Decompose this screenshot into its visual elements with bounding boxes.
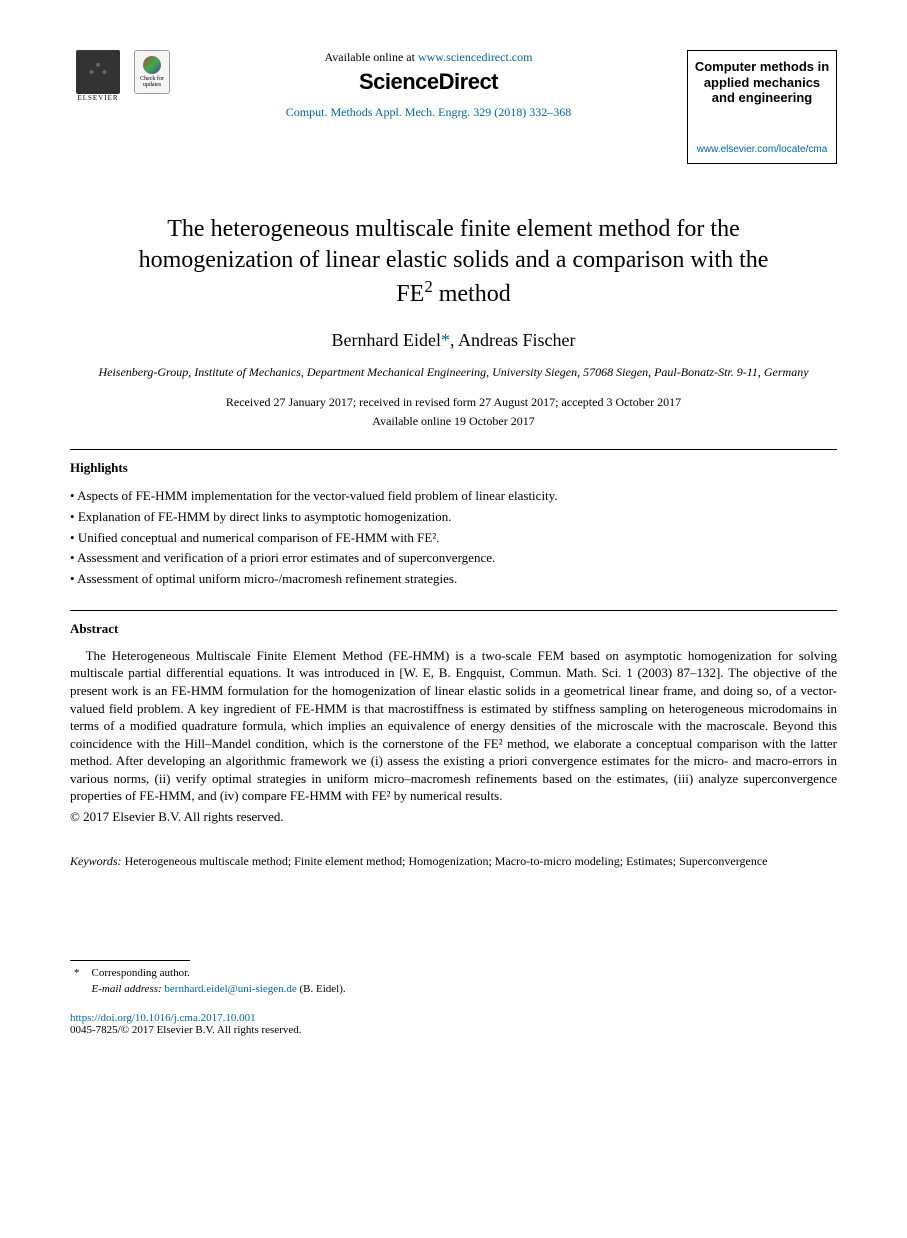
elsevier-tree-icon bbox=[76, 50, 120, 94]
check-badge-label: Check for updates bbox=[135, 76, 169, 88]
sciencedirect-url[interactable]: www.sciencedirect.com bbox=[418, 50, 533, 64]
doi-block: https://doi.org/10.1016/j.cma.2017.10.00… bbox=[70, 1012, 837, 1036]
divider bbox=[70, 449, 837, 450]
article-title: The heterogeneous multiscale finite elem… bbox=[70, 214, 837, 311]
issn-copyright: 0045-7825/© 2017 Elsevier B.V. All right… bbox=[70, 1024, 837, 1036]
author-sep: , bbox=[450, 330, 458, 350]
doi-link[interactable]: https://doi.org/10.1016/j.cma.2017.10.00… bbox=[70, 1012, 837, 1024]
check-updates-badge[interactable]: Check for updates bbox=[134, 50, 170, 94]
corresponding-mark[interactable]: * bbox=[441, 330, 450, 350]
header-center: Available online at www.sciencedirect.co… bbox=[170, 50, 687, 120]
crossmark-icon bbox=[143, 56, 161, 74]
highlights-label: Highlights bbox=[70, 460, 837, 476]
highlight-item: Explanation of FE-HMM by direct links to… bbox=[70, 507, 837, 528]
highlights-list: Aspects of FE-HMM implementation for the… bbox=[70, 486, 837, 590]
footnote-star-icon: * bbox=[74, 967, 80, 979]
email-label: E-mail address: bbox=[92, 983, 162, 995]
divider bbox=[70, 610, 837, 611]
footnote-block: * Corresponding author. E-mail address: b… bbox=[70, 965, 837, 998]
footnote-divider bbox=[70, 960, 190, 961]
history-line2: Available online 19 October 2017 bbox=[70, 414, 837, 429]
author-email[interactable]: bernhard.eidel@uni-siegen.de bbox=[164, 983, 296, 995]
sciencedirect-logo: ScienceDirect bbox=[190, 69, 667, 95]
citation-line[interactable]: Comput. Methods Appl. Mech. Engrg. 329 (… bbox=[190, 105, 667, 120]
author-1: Bernhard Eidel bbox=[332, 330, 441, 350]
highlight-item: Assessment of optimal uniform micro-/mac… bbox=[70, 569, 837, 590]
highlight-item: Unified conceptual and numerical compari… bbox=[70, 528, 837, 549]
corresponding-author-text: Corresponding author. bbox=[92, 967, 190, 979]
title-line3-pre: FE bbox=[396, 281, 424, 307]
title-superscript: 2 bbox=[424, 277, 432, 296]
highlight-item: Aspects of FE-HMM implementation for the… bbox=[70, 486, 837, 507]
journal-url[interactable]: www.elsevier.com/locate/cma bbox=[694, 144, 830, 155]
abstract-body: The Heterogeneous Multiscale Finite Elem… bbox=[70, 647, 837, 805]
journal-banner: Computer methods in applied mechanics an… bbox=[694, 59, 830, 106]
abstract-label: Abstract bbox=[70, 621, 837, 637]
available-online-line: Available online at www.sciencedirect.co… bbox=[190, 50, 667, 65]
title-line1: The heterogeneous multiscale finite elem… bbox=[167, 216, 739, 242]
header-left: ELSEVIER Check for updates bbox=[70, 50, 170, 112]
abstract-copyright: © 2017 Elsevier B.V. All rights reserved… bbox=[70, 809, 837, 825]
author-2: Andreas Fischer bbox=[458, 330, 575, 350]
affiliation: Heisenberg-Group, Institute of Mechanics… bbox=[70, 365, 837, 381]
keywords-line: Keywords: Heterogeneous multiscale metho… bbox=[70, 853, 837, 870]
highlight-item: Assessment and verification of a priori … bbox=[70, 548, 837, 569]
email-suffix: (B. Eidel). bbox=[297, 983, 346, 995]
journal-box: Computer methods in applied mechanics an… bbox=[687, 50, 837, 164]
title-line2: homogenization of linear elastic solids … bbox=[139, 247, 769, 273]
keywords-text: Heterogeneous multiscale method; Finite … bbox=[122, 854, 768, 868]
available-prefix: Available online at bbox=[325, 50, 418, 64]
page-header: ELSEVIER Check for updates Available onl… bbox=[70, 50, 837, 164]
history-line1: Received 27 January 2017; received in re… bbox=[70, 395, 837, 410]
title-line3-post: method bbox=[433, 281, 511, 307]
publisher-logo: ELSEVIER bbox=[70, 50, 126, 112]
keywords-label: Keywords: bbox=[70, 854, 122, 868]
authors-line: Bernhard Eidel*, Andreas Fischer bbox=[70, 330, 837, 351]
publisher-name: ELSEVIER bbox=[77, 94, 118, 102]
